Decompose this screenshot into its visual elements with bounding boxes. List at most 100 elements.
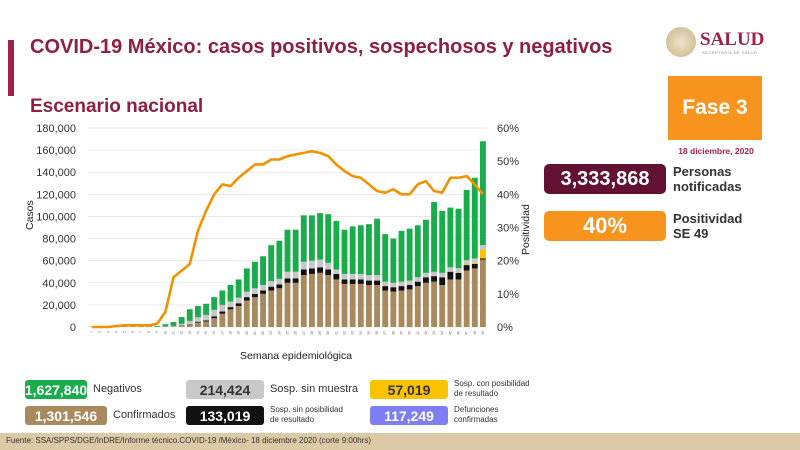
y-axis-title: Casos [24, 200, 36, 230]
phase-badge: Fase 3 [668, 76, 762, 140]
x-tick-label: 39 [400, 331, 404, 335]
y2-tick-label: 10% [497, 289, 519, 301]
bar-segment [284, 229, 291, 272]
x-tick-label: 20 [245, 331, 249, 335]
bar-segment [227, 307, 234, 310]
x-tick-label: 34 [359, 331, 363, 335]
source-note: Fuente: SSA/SPPS/DGE/InDRE/Informe técni… [6, 436, 372, 445]
bar-segment [300, 275, 307, 327]
x-tick-label: 24 [277, 331, 281, 335]
y-tick-label: 0 [70, 322, 76, 334]
bar-segment [170, 322, 177, 326]
legend-possible-result-label: Sosp. con posibilidad de resultado [454, 379, 530, 399]
bar-segment [194, 322, 201, 327]
bar-segment [260, 284, 267, 291]
label-line: Sosp. con posibilidad [454, 379, 530, 388]
bar-segment [357, 279, 364, 284]
bar-segment [317, 267, 324, 273]
bar-segment [414, 286, 421, 327]
bar-segment [227, 309, 234, 327]
bar-segment [349, 279, 356, 284]
bar-segment [186, 324, 193, 325]
x-tick-label: 46 [457, 331, 461, 335]
positivity-value: 40% [544, 211, 666, 241]
bar-segment [349, 226, 356, 274]
bar-segment [414, 225, 421, 278]
bar-segment [284, 278, 291, 283]
x-tick-label: 48 [473, 331, 477, 335]
bar-segment [431, 271, 438, 277]
bar-segment [154, 325, 161, 327]
bar-segment [308, 260, 315, 269]
bar-segment [284, 271, 291, 279]
bar-segment [317, 259, 324, 268]
label-line: Sosp. sin posibilidad [270, 405, 343, 414]
bar-segment [365, 275, 372, 281]
bar-segment [406, 280, 413, 285]
x-tick-label: 43 [432, 331, 436, 335]
bar-segment [186, 320, 193, 325]
bar-segment [325, 214, 332, 263]
y-tick-label: 180,000 [36, 123, 76, 135]
x-tick-label: 35 [367, 331, 371, 335]
legend-confirmed-value: 1,301,546 [25, 406, 107, 425]
y2-tick-label: 60% [497, 123, 519, 135]
legend-possible-result-value: 57,019 [370, 380, 448, 399]
bar-segment [178, 323, 185, 326]
bar-segment [251, 293, 258, 298]
bar-segment [260, 293, 267, 327]
x-tick-label: 21 [253, 331, 257, 335]
x-tick-label: 45 [448, 331, 452, 335]
x-tick-label: 5 [123, 331, 127, 333]
x-tick-label: 6 [131, 331, 135, 333]
x-tick-label: 23 [269, 331, 273, 335]
bar-segment [243, 291, 250, 298]
bar-segment [439, 210, 446, 273]
bar-segment [455, 272, 462, 280]
bar-segment [292, 282, 299, 327]
x-tick-label: 12 [180, 331, 184, 335]
page-title: COVID-19 México: casos positivos, sospec… [30, 36, 613, 58]
bar-segment [260, 290, 267, 294]
bar-segment [422, 277, 429, 283]
positivity-label-2: SE 49 [673, 226, 709, 241]
bar-segment [455, 268, 462, 273]
bar-segment [447, 271, 454, 280]
x-tick-label: 31 [334, 331, 338, 335]
bar-segment [333, 273, 340, 280]
y2-tick-label: 0% [497, 322, 513, 334]
y2-tick-label: 40% [497, 189, 519, 201]
x-tick-label: 44 [440, 331, 444, 335]
bar-segment [406, 284, 413, 290]
x-tick-label: 36 [375, 331, 379, 335]
bar-segment [439, 284, 446, 327]
x-tick-label: 28 [310, 331, 314, 335]
legend-no-sample-value: 214,424 [186, 380, 264, 399]
bar-segment [447, 207, 454, 268]
bar-segment [398, 290, 405, 327]
bar-segment [447, 279, 454, 327]
bar-segment [162, 324, 169, 327]
y2-tick-label: 50% [497, 156, 519, 168]
x-tick-label: 19 [237, 331, 241, 335]
y-tick-label: 60,000 [42, 256, 76, 268]
bar-segment [374, 218, 381, 276]
bar-segment [325, 262, 332, 270]
bar-segment [308, 215, 315, 261]
bar-segment [308, 268, 315, 274]
bar-segment [431, 202, 438, 272]
x-tick-label: 18 [229, 331, 233, 335]
bar-segment [431, 276, 438, 282]
bar-segment [178, 325, 185, 327]
x-tick-label: 37 [383, 331, 387, 335]
x-tick-label: 32 [343, 331, 347, 335]
bar-segment [390, 238, 397, 283]
bar-segment [219, 290, 226, 305]
bar-segment [341, 283, 348, 327]
bar-segment [406, 228, 413, 281]
legend-negatives-value: 1,627,840 [24, 380, 88, 399]
notified-label: Personas notificadas [673, 164, 783, 194]
bar-segment [455, 208, 462, 269]
bar-segment [292, 271, 299, 279]
bar-segment [463, 264, 470, 266]
